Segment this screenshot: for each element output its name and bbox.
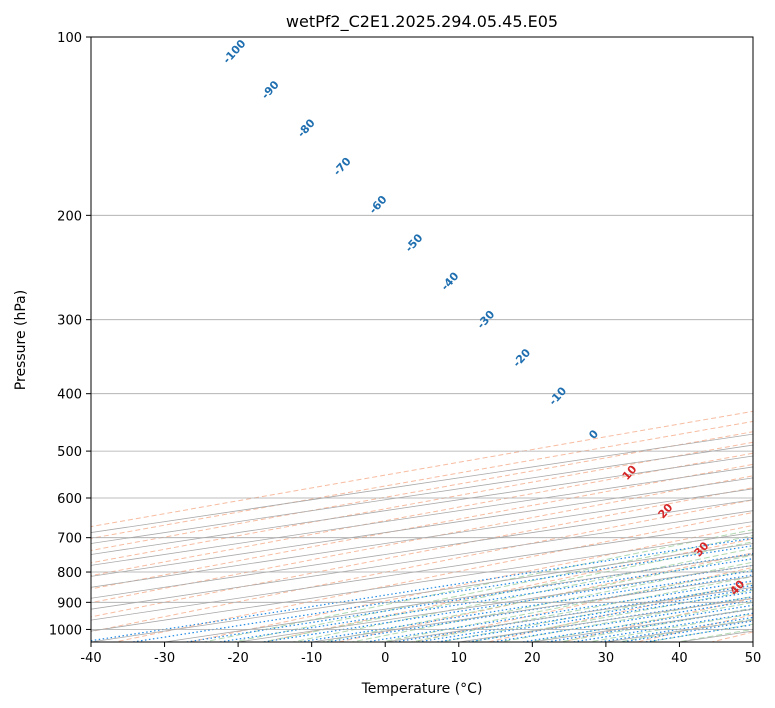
dry-adiabat	[709, 631, 753, 642]
dry-adiabat	[91, 410, 753, 528]
chart-title: wetPf2_C2E1.2025.294.05.45.E05	[286, 12, 558, 32]
x-tick-label: 10	[451, 651, 468, 666]
moist-adiabat	[674, 628, 753, 642]
y-tick-label: 700	[57, 532, 82, 547]
dry-adiabat-label: -90	[259, 78, 282, 102]
mixing-ratio-line	[518, 604, 753, 642]
dry-adiabat-label: -30	[474, 308, 497, 332]
dry-adiabat	[91, 441, 753, 564]
x-tick-label: 30	[598, 651, 615, 666]
moist-adiabat	[526, 601, 753, 642]
y-axis-label: Pressure (hPa)	[13, 290, 29, 390]
isotherm	[91, 532, 753, 632]
x-axis-label: Temperature (°C)	[361, 681, 483, 697]
dry-adiabat-label: -40	[439, 269, 462, 293]
mixing-ratio-line	[182, 553, 753, 642]
dry-adiabat-label: -80	[295, 116, 318, 140]
moist-adiabat	[556, 607, 753, 642]
y-tick-label: 900	[57, 596, 82, 611]
dry-adiabat-label: -70	[331, 155, 354, 179]
dry-adiabat	[91, 420, 753, 539]
dry-adiabat	[91, 431, 753, 551]
y-tick-label: 300	[57, 314, 82, 329]
isotherm	[605, 619, 753, 642]
isotherm	[91, 477, 753, 577]
y-tick-label: 200	[57, 209, 82, 224]
dry-adiabat-label: -50	[403, 231, 426, 255]
moist-adiabat	[378, 568, 753, 642]
dry-adiabat	[411, 566, 753, 642]
mixing-ratio-line	[259, 564, 753, 642]
x-tick-label: -20	[227, 651, 248, 666]
isotherm	[91, 521, 753, 621]
isotherm	[91, 499, 753, 599]
moist-adiabat	[585, 613, 753, 642]
isotherm	[91, 433, 753, 533]
x-tick-label: -10	[301, 651, 322, 666]
y-tick-label: 100	[57, 31, 82, 46]
isotherm	[91, 488, 753, 588]
dry-adiabat-label: -100	[220, 37, 248, 66]
isotherm	[164, 554, 753, 642]
y-tick-label: 1000	[49, 623, 82, 638]
axes: -40 -30 -20 -10 0 10 20 30 40 5010020030040050060…	[49, 31, 761, 666]
dry-adiabat	[485, 581, 753, 642]
x-tick-label: 20	[524, 651, 541, 666]
x-tick-label: -30	[154, 651, 175, 666]
dry-adiabat	[91, 475, 753, 604]
dry-adiabat	[91, 452, 753, 577]
dry-adiabat-label: -60	[367, 193, 390, 217]
dry-adiabat-label: 30	[692, 539, 712, 559]
moist-adiabat	[497, 595, 753, 642]
dry-adiabat	[112, 511, 753, 642]
y-tick-label: 500	[57, 445, 82, 460]
isotherm	[91, 466, 753, 566]
dry-adiabat-label: -10	[546, 384, 569, 408]
isotherm	[91, 455, 753, 555]
y-tick-label: 400	[57, 388, 82, 403]
mixing-ratio-line	[322, 574, 753, 642]
line-labels: 0.10.20.40.611.523456810131620253036-100…	[220, 37, 747, 598]
isotherm	[532, 608, 753, 642]
mixing-ratio-line	[361, 580, 753, 642]
y-tick-label: 600	[57, 492, 82, 507]
x-tick-label: 40	[671, 651, 688, 666]
gridlines	[91, 37, 753, 642]
moist-adiabat	[349, 561, 753, 642]
x-tick-label: 50	[745, 651, 762, 666]
x-tick-label: -40	[80, 651, 101, 666]
isotherm	[458, 597, 753, 642]
isotherm	[91, 444, 753, 544]
mixing-ratio-line	[295, 570, 753, 642]
y-tick-label: 800	[57, 566, 82, 581]
moist-adiabat	[408, 575, 753, 642]
dry-adiabat	[91, 487, 753, 618]
x-tick-label: 0	[381, 651, 389, 666]
dry-adiabat-label: 20	[656, 501, 676, 521]
dry-adiabat	[91, 499, 753, 633]
isotherm	[752, 641, 753, 642]
dry-adiabat-label: -20	[510, 346, 533, 370]
isotherm	[91, 510, 753, 610]
plot-frame	[90, 36, 754, 643]
background-lines	[91, 410, 753, 642]
isotherm	[385, 586, 753, 642]
dry-adiabat	[91, 463, 753, 590]
